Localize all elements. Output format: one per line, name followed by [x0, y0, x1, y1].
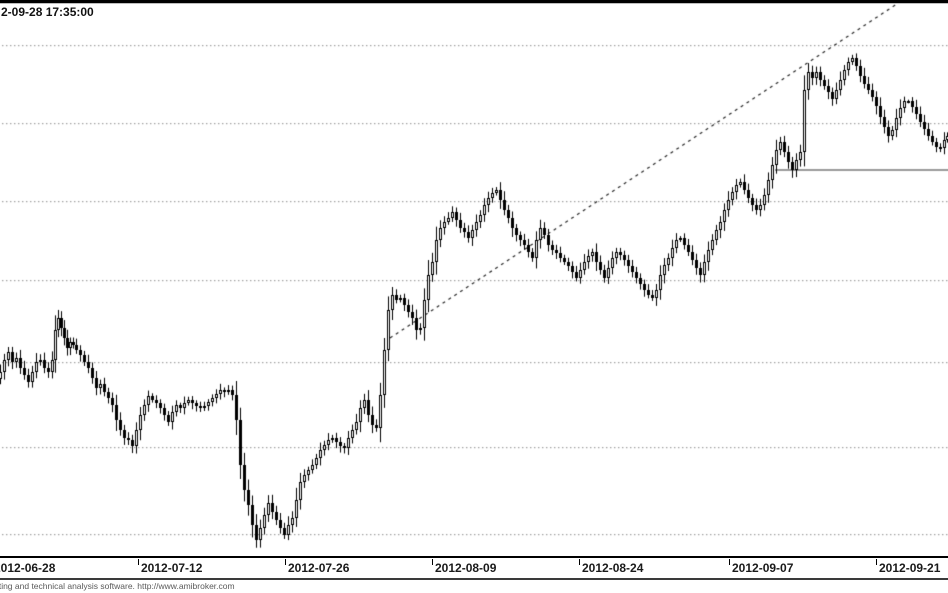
x-axis-tick	[285, 559, 286, 565]
amibroker-footer-credit: rting and technical analysis software. h…	[0, 581, 235, 591]
x-axis-label: 2012-09-21	[879, 561, 941, 575]
x-axis-tick	[138, 559, 139, 565]
x-axis-tick	[876, 559, 877, 565]
window-top-border-shadow	[0, 3, 948, 4]
last-update-timestamp: 2-09-28 17:35:00	[1, 5, 94, 19]
x-axis-label: 2012-09-07	[732, 561, 794, 575]
footer-separator	[0, 578, 948, 580]
x-axis-label: 2012-08-09	[435, 561, 497, 575]
x-axis-label: 2012-06-28	[0, 561, 56, 575]
x-axis-tick	[729, 559, 730, 565]
x-axis-tick	[579, 559, 580, 565]
x-axis-label: 2012-07-12	[141, 561, 203, 575]
window-top-border	[0, 0, 948, 3]
x-axis-tick	[432, 559, 433, 565]
x-axis: 2012-06-28 2012-07-12 2012-07-26 2012-08-09…	[0, 556, 948, 578]
price-chart-canvas[interactable]	[0, 0, 948, 556]
x-axis-label: 2012-07-26	[288, 561, 350, 575]
x-axis-label: 2012-08-24	[582, 561, 644, 575]
